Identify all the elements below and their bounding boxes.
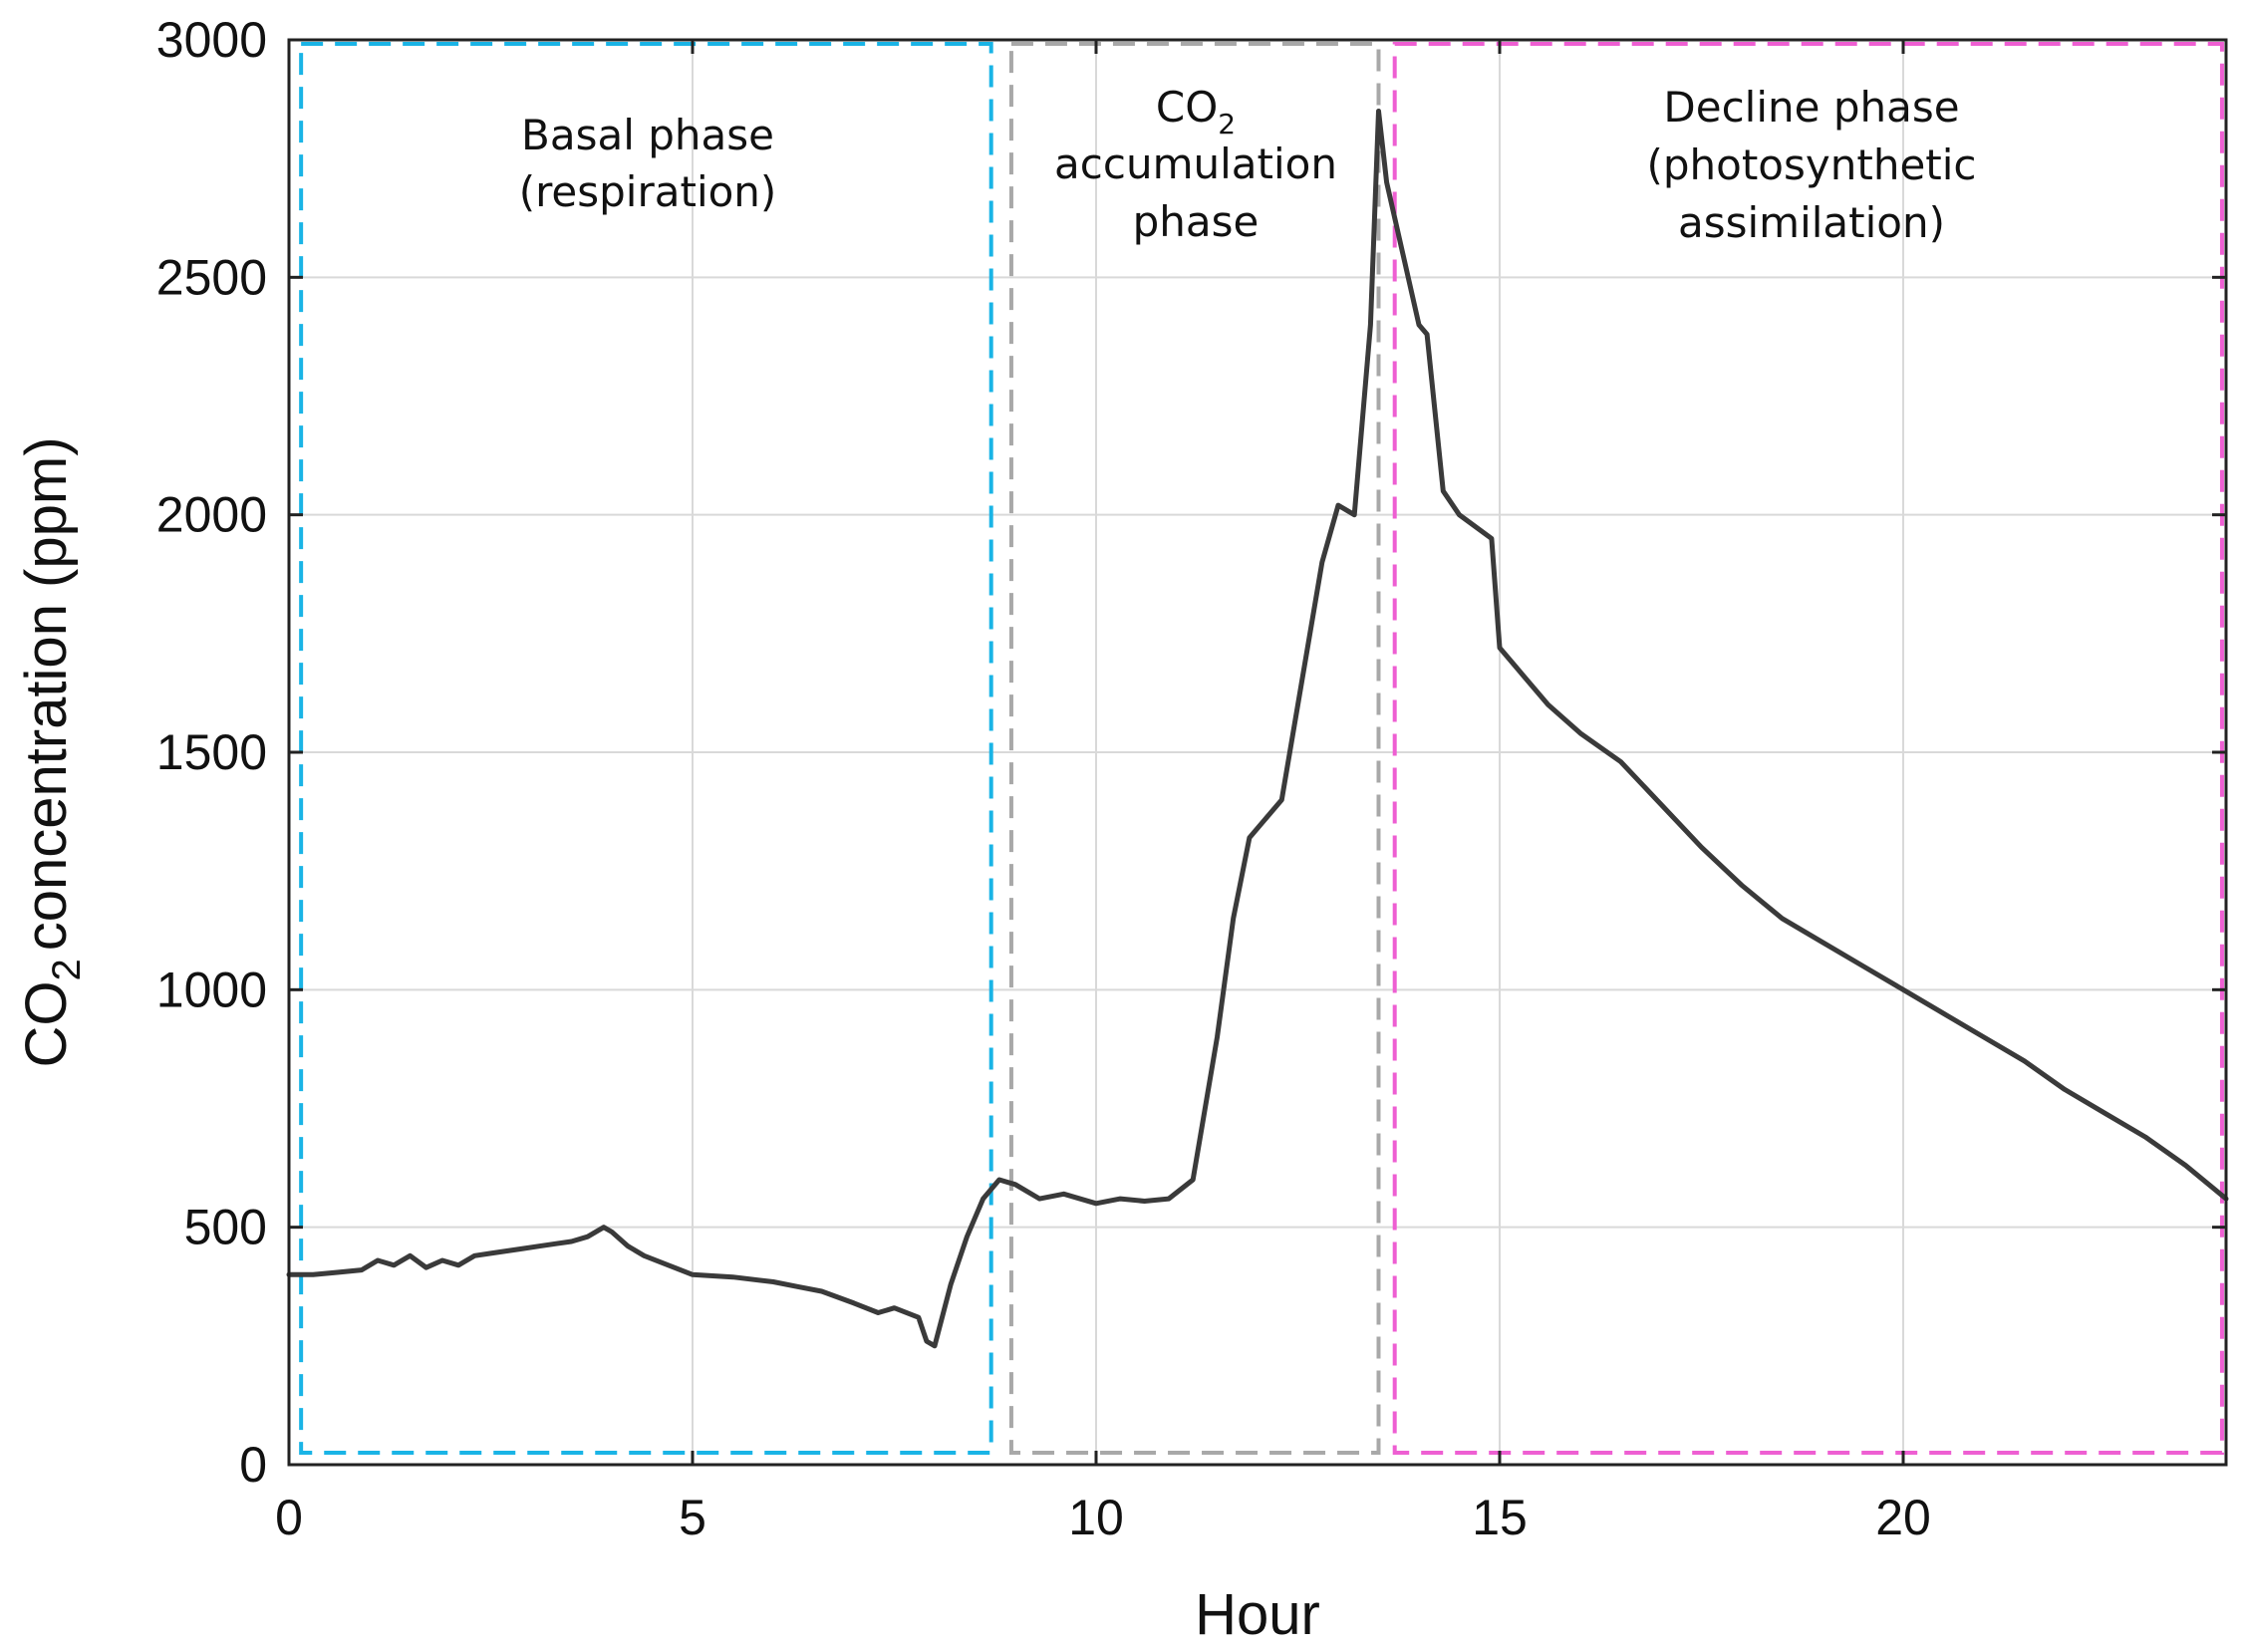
- decline-phase-label-line-3: assimilation): [1678, 198, 1945, 247]
- decline-phase-region: [1392, 42, 2224, 1455]
- basal-phase-label-line-2: (respiration): [519, 167, 777, 216]
- y-tick-label-2000: 2000: [156, 487, 267, 543]
- grid: [289, 40, 2226, 1465]
- decline-phase-label-line-1: Decline phase: [1663, 83, 1959, 132]
- axis-ticks: 0 5 10 15 20 0 500 1000 1500 2000 2500 3000: [156, 12, 2226, 1545]
- x-tick-label-10: 10: [1068, 1490, 1124, 1545]
- basal-phase-label-line-1: Basal phase: [521, 111, 774, 159]
- x-tick-label-15: 15: [1472, 1490, 1528, 1545]
- accumulation-phase-label-line-1: accumulation: [1054, 139, 1337, 188]
- x-tick-label-5: 5: [679, 1490, 706, 1545]
- basal-phase-region: [299, 42, 993, 1455]
- x-tick-label-20: 20: [1875, 1490, 1931, 1545]
- decline-phase-label-line-2: (photosynthetic: [1646, 140, 1976, 189]
- phase-regions: [299, 42, 2224, 1455]
- accumulation-phase-label-co2: CO2: [1156, 83, 1236, 140]
- y-tick-label-0: 0: [239, 1437, 267, 1493]
- accumulation-phase-region: [1008, 42, 1381, 1455]
- x-tick-label-0: 0: [275, 1490, 303, 1545]
- y-tick-label-2500: 2500: [156, 249, 267, 305]
- co2-concentration-line: [286, 109, 2229, 1349]
- y-tick-label-500: 500: [184, 1200, 267, 1255]
- accumulation-phase-label-line-2: phase: [1133, 197, 1260, 246]
- y-axis-title: CO2concentration (ppm): [14, 436, 89, 1067]
- y-tick-label-1500: 1500: [156, 724, 267, 780]
- x-axis-title: Hour: [1195, 1582, 1320, 1647]
- y-tick-label-3000: 3000: [156, 12, 267, 68]
- y-tick-label-1000: 1000: [156, 962, 267, 1017]
- phase-labels: Basal phase (respiration) CO2 accumulati…: [519, 83, 1977, 247]
